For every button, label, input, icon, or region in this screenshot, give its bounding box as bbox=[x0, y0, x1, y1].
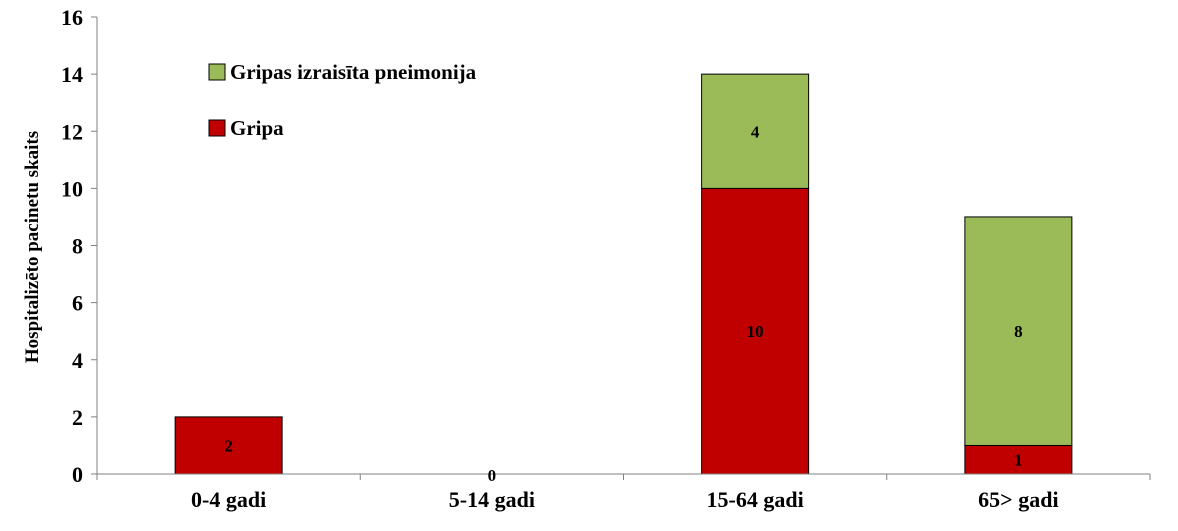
y-tick-label: 14 bbox=[61, 62, 83, 87]
bar-gripas-izrais-ta-pneimonija-15-64-gadi bbox=[701, 73, 810, 189]
y-tick-label: 10 bbox=[61, 176, 83, 201]
legend: Gripas izraisīta pneimonija Gripa bbox=[208, 60, 477, 140]
data-label: 2 bbox=[224, 436, 233, 455]
bar-gripa-15-64-gadi bbox=[701, 187, 810, 475]
data-label: 0 bbox=[488, 466, 497, 485]
y-tick-label: 4 bbox=[72, 348, 83, 373]
legend-label-gripas-izrais-ta-pneimonija: Gripas izraisīta pneimonija bbox=[230, 60, 477, 84]
data-label: 4 bbox=[751, 122, 760, 141]
bar-gripa-65-gadi bbox=[964, 444, 1073, 475]
bar-gripas-izrais-ta-pneimonija-65-gadi bbox=[964, 216, 1073, 446]
bars-layer bbox=[174, 73, 1073, 475]
x-tick-label: 5-14 gadi bbox=[449, 487, 535, 512]
legend-label-gripa: Gripa bbox=[230, 116, 284, 140]
y-tick-label: 16 bbox=[61, 5, 83, 30]
y-tick-label: 2 bbox=[72, 405, 83, 430]
bar-gripa-0-4-gadi bbox=[174, 416, 283, 475]
y-axis-title: Hospitalizēto pacinetu skaits bbox=[22, 131, 43, 363]
y-tick-label: 8 bbox=[72, 234, 83, 259]
x-tick-label: 0-4 gadi bbox=[191, 487, 266, 512]
legend-swatch-gripas-izrais-ta-pneimonija bbox=[208, 63, 226, 81]
legend-swatch-gripa bbox=[208, 119, 226, 137]
y-tick-label: 6 bbox=[72, 291, 83, 316]
y-tick-label: 0 bbox=[72, 462, 83, 487]
data-label: 8 bbox=[1014, 322, 1023, 341]
x-tick-label: 15-64 gadi bbox=[707, 487, 804, 512]
y-tick-label: 12 bbox=[61, 119, 83, 144]
data-labels-layer: 2 0 10 4 1 8 bbox=[224, 122, 1022, 485]
x-tick-label: 65> gadi bbox=[978, 487, 1058, 512]
data-label: 1 bbox=[1014, 451, 1023, 470]
data-label: 10 bbox=[747, 322, 764, 341]
